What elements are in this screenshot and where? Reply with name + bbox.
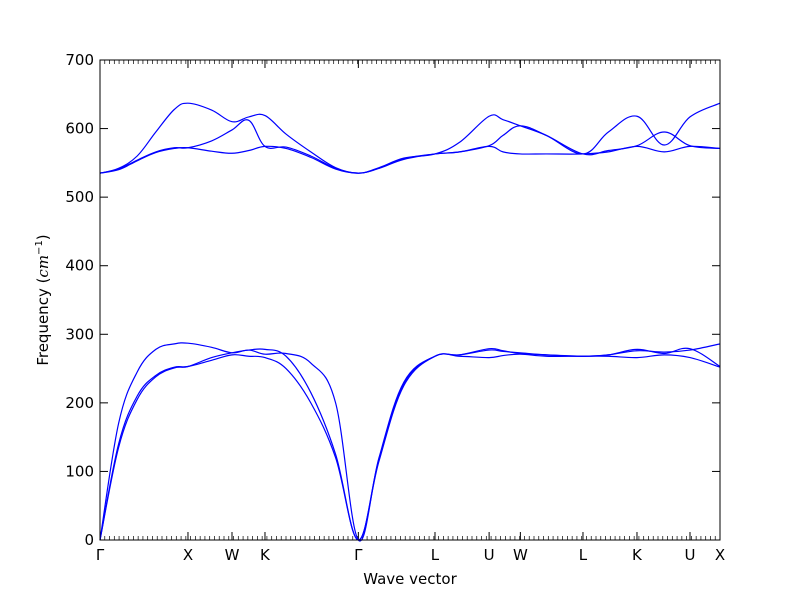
y-axis-ticks: 0 100 200 300 400 500 600 700: [65, 51, 720, 549]
x-tick-label: K: [632, 546, 643, 564]
x-tick-label: X: [183, 546, 193, 564]
series-line-band-6: [99, 102, 721, 174]
series-lines: [99, 102, 721, 542]
y-axis-label-unit: cm: [34, 255, 52, 278]
x-tick-label: U: [484, 546, 495, 564]
x-tick-label: X: [715, 546, 725, 564]
x-tick-label: Γ: [354, 546, 363, 564]
x-tick-label: L: [579, 546, 588, 564]
x-tick-label: K: [260, 546, 271, 564]
y-tick-label: 500: [65, 188, 94, 206]
series-line-band-3: [99, 342, 721, 542]
minor-ticks: [99, 60, 721, 540]
x-tick-label: L: [431, 546, 440, 564]
y-tick-label: 200: [65, 394, 94, 412]
y-tick-label: 700: [65, 51, 94, 69]
x-tick-label: W: [513, 546, 528, 564]
y-axis-label-exponent: −1: [34, 240, 45, 255]
x-tick-label: W: [225, 546, 240, 564]
y-tick-label: 600: [65, 120, 94, 138]
plot-frame: [99, 59, 721, 541]
y-tick-label: 0: [84, 531, 94, 549]
x-tick-label: U: [684, 546, 695, 564]
y-tick-label: 100: [65, 462, 94, 480]
x-tick-label: Γ: [96, 546, 105, 564]
y-axis-label-suffix: ): [34, 234, 52, 240]
y-axis-label: Frequency (cm−1): [34, 234, 52, 365]
x-axis-label: Wave vector: [363, 570, 457, 588]
y-tick-label: 400: [65, 257, 94, 275]
y-axis-label-prefix: Frequency (: [34, 278, 52, 366]
y-tick-label: 300: [65, 325, 94, 343]
